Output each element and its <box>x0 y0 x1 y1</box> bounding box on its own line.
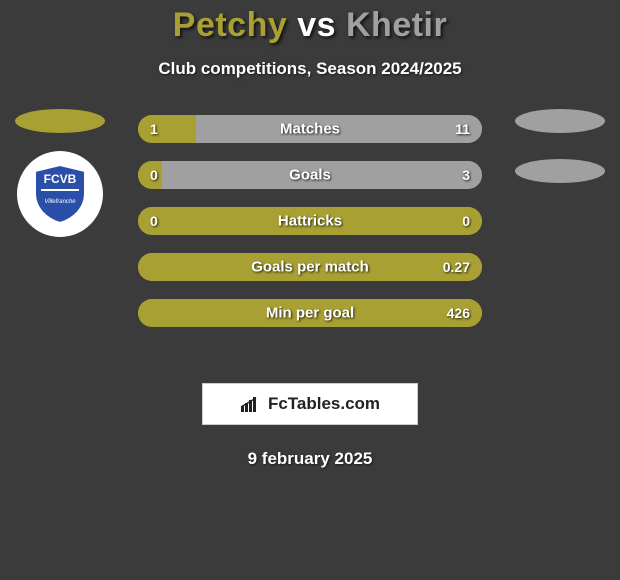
stat-bar: 0.27Goals per match <box>138 253 482 281</box>
stat-bar: 00Hattricks <box>138 207 482 235</box>
player2-ellipse-2 <box>515 159 605 183</box>
left-player-col: FCVB Villefranche <box>10 109 110 237</box>
bar-label: Min per goal <box>138 305 482 322</box>
title-vs: vs <box>297 6 336 44</box>
player1-ellipse <box>15 109 105 133</box>
stat-bar: 03Goals <box>138 161 482 189</box>
title-player1: Petchy <box>173 6 288 44</box>
bar-label: Matches <box>138 121 482 138</box>
brand-text: FcTables.com <box>268 394 380 414</box>
compare-area: FCVB Villefranche 111Matches 03Goals 00Hat… <box>0 115 620 355</box>
page-title: Petchy vs Khetir <box>0 6 620 45</box>
date-text: 9 february 2025 <box>0 449 620 469</box>
brand-box[interactable]: FcTables.com <box>202 383 418 425</box>
stat-bars: 111Matches 03Goals 00Hattricks 0.27Goals pe… <box>138 115 482 327</box>
player2-ellipse-1 <box>515 109 605 133</box>
svg-text:Villefranche: Villefranche <box>44 199 76 205</box>
bar-label: Hattricks <box>138 213 482 230</box>
right-player-col <box>510 109 610 183</box>
club-logo: FCVB Villefranche <box>17 151 103 237</box>
stat-bar: 111Matches <box>138 115 482 143</box>
stat-bar: 426Min per goal <box>138 299 482 327</box>
shield-icon: FCVB Villefranche <box>31 163 89 225</box>
bar-label: Goals <box>138 167 482 184</box>
bar-label: Goals per match <box>138 259 482 276</box>
chart-bars-icon <box>240 395 262 413</box>
subtitle: Club competitions, Season 2024/2025 <box>0 59 620 79</box>
title-player2: Khetir <box>346 6 447 44</box>
comparison-card: Petchy vs Khetir Club competitions, Seas… <box>0 0 620 469</box>
club-logo-text: FCVB <box>44 172 77 186</box>
